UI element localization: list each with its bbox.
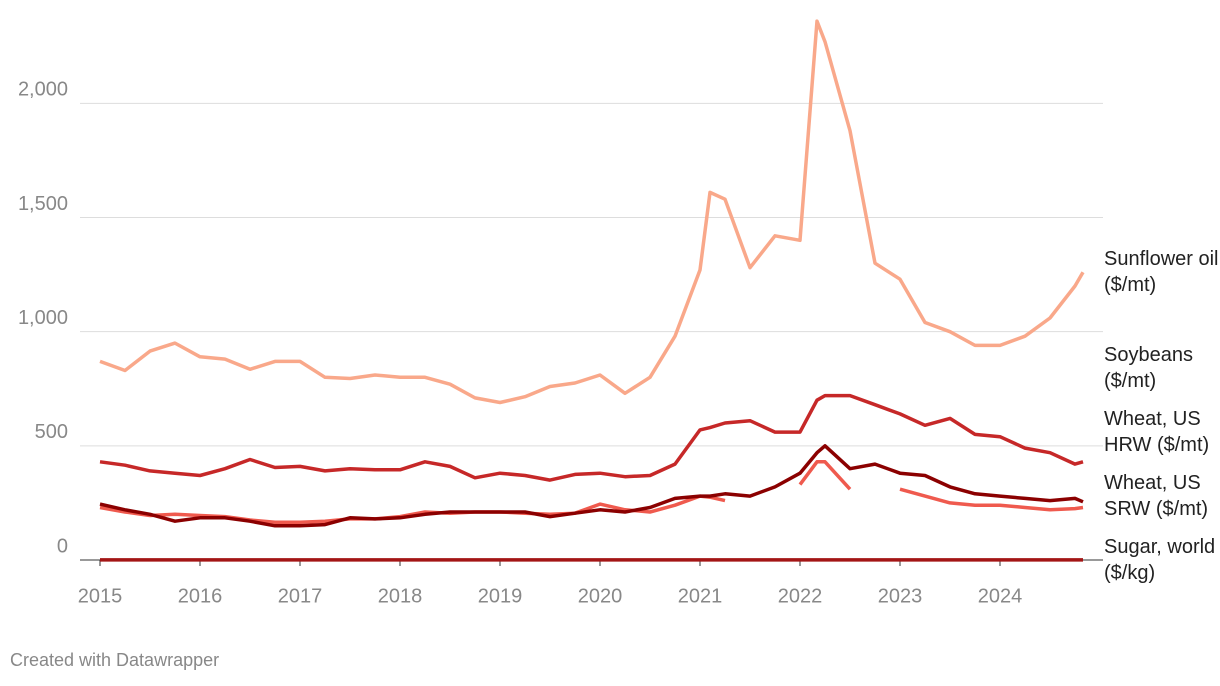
series-label: Sugar, world ($/kg): [1104, 535, 1216, 584]
series-label: Soybeans ($/mt): [1104, 343, 1193, 392]
series-line: [99, 19, 1085, 405]
x-tick-label: 2015: [78, 585, 123, 607]
y-tick-label: 1,000: [18, 307, 68, 329]
x-tick-label: 2019: [478, 585, 523, 607]
x-tick-label: 2020: [578, 585, 623, 607]
y-tick-label: 500: [35, 421, 68, 443]
series-label: Sunflower oil ($/mt): [1104, 248, 1219, 297]
x-tick-label: 2023: [878, 585, 923, 607]
y-tick-label: 2,000: [18, 79, 68, 101]
x-tick-label: 2016: [178, 585, 223, 607]
series-line: [99, 444, 1084, 528]
y-tick-label: 1,500: [18, 193, 68, 215]
series-label: Wheat, US HRW ($/mt): [1104, 407, 1210, 456]
x-tick-label: 2017: [278, 585, 323, 607]
y-tick-label: 0: [57, 535, 68, 557]
footer: Created with Datawrapper: [10, 650, 220, 670]
x-tick-label: 2018: [378, 585, 423, 607]
x-tick-label: 2021: [678, 585, 723, 607]
series-label: Wheat, US SRW ($/mt): [1104, 471, 1209, 520]
series-line: [99, 460, 1084, 525]
series-line: [99, 393, 1084, 482]
x-tick-label: 2022: [778, 585, 823, 607]
x-tick-label: 2024: [978, 585, 1023, 607]
